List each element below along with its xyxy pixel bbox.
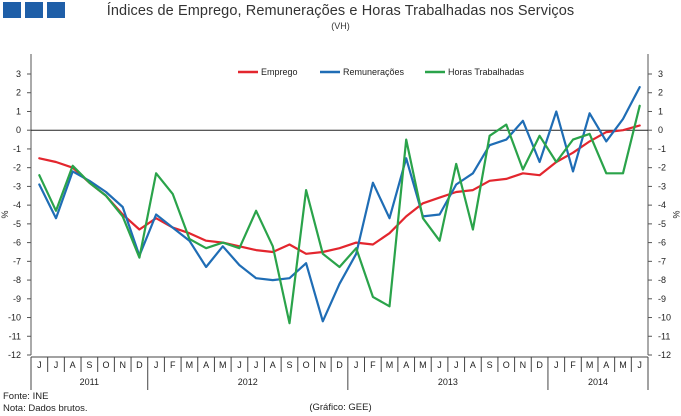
y-tick-label-right: -6 [658,238,666,248]
month-label: S [487,360,493,370]
chart-subtitle: (VH) [331,21,350,31]
y-tick-label-right: 0 [658,125,663,135]
month-label: M [419,360,427,370]
month-label: M [586,360,594,370]
y-tick-label-left: 2 [16,88,21,98]
month-label: J [454,360,459,370]
y-tick-label-right: -11 [658,331,670,341]
y-tick-label-right: -7 [658,256,666,266]
month-label: N [119,360,126,370]
y-tick-label-right: -9 [658,294,666,304]
series-line-remuneracoes [38,85,641,323]
brand-square [25,2,43,18]
footer-credit: (Gráfico: GEE) [309,402,372,413]
y-tick-label-right: -2 [658,163,666,173]
y-tick-label-left: 1 [16,106,21,116]
month-label: M [619,360,627,370]
y-tick-label-left: -11 [9,331,21,341]
month-label: M [386,360,394,370]
year-label: 2013 [438,377,458,387]
footer-note: Nota: Dados brutos. [3,403,88,414]
y-tick-label-right: -8 [658,275,666,285]
month-label: J [237,360,242,370]
month-label: A [403,360,409,370]
month-label: D [136,360,143,370]
y-tick-label-left: -1 [13,144,21,154]
y-tick-label-right: -10 [658,313,671,323]
brand-squares [3,2,65,18]
month-label: A [470,360,476,370]
y-tick-label-right: -4 [658,200,666,210]
month-label: A [270,360,276,370]
y-tick-label-left: -8 [13,275,21,285]
legend-label: Emprego [261,67,298,77]
month-label: D [536,360,543,370]
year-label: 2014 [588,377,608,387]
legend-label: Remunerações [343,67,405,77]
month-label: O [103,360,110,370]
month-label: F [570,360,576,370]
month-label: A [603,360,609,370]
y-tick-label-right: -1 [658,144,666,154]
month-label: N [320,360,327,370]
month-label: J [554,360,559,370]
y-tick-label-left: -7 [13,256,21,266]
y-tick-label-left: -6 [13,238,21,248]
month-label: S [286,360,292,370]
series-line-emprego [38,124,641,255]
footer-source: Fonte: INE [3,391,49,402]
y-axis-label-right: % [671,210,681,218]
y-tick-label-left: -9 [13,294,21,304]
y-axis-label-left: % [0,210,10,218]
y-tick-label-left: 0 [16,125,21,135]
month-label: A [203,360,209,370]
y-tick-label-right: 1 [658,106,663,116]
month-label: O [303,360,310,370]
year-label: 2011 [80,377,99,387]
month-label: F [170,360,176,370]
y-tick-label-right: 3 [658,69,663,79]
month-label: A [70,360,76,370]
y-tick-label-left: -10 [8,313,21,323]
y-tick-label-left: -12 [8,350,21,360]
month-label: D [336,360,343,370]
brand-square [47,2,65,18]
month-label: J [354,360,359,370]
series-line-horas-trabalhadas [38,104,641,325]
month-label: M [219,360,227,370]
y-tick-label-left: -3 [13,181,21,191]
chart-title: Índices de Emprego, Remunerações e Horas… [106,3,575,19]
month-label: M [186,360,194,370]
brand-square [3,2,21,18]
month-label: J [254,360,259,370]
y-tick-label-right: -12 [658,350,671,360]
month-label: J [37,360,42,370]
month-label: S [86,360,92,370]
y-tick-label-left: 3 [16,69,21,79]
year-label: 2012 [238,377,258,387]
month-label: J [437,360,442,370]
month-label: J [54,360,59,370]
y-tick-label-left: -4 [13,200,21,210]
y-tick-label-right: -3 [658,181,666,191]
y-tick-label-right: -5 [658,219,666,229]
month-label: O [503,360,510,370]
month-label: J [154,360,159,370]
month-label: J [637,360,642,370]
y-tick-label-right: 2 [658,88,663,98]
legend-label: Horas Trabalhadas [448,67,525,77]
month-label: F [370,360,376,370]
y-tick-label-left: -2 [13,163,21,173]
month-label: N [520,360,527,370]
y-tick-label-left: -5 [13,219,21,229]
